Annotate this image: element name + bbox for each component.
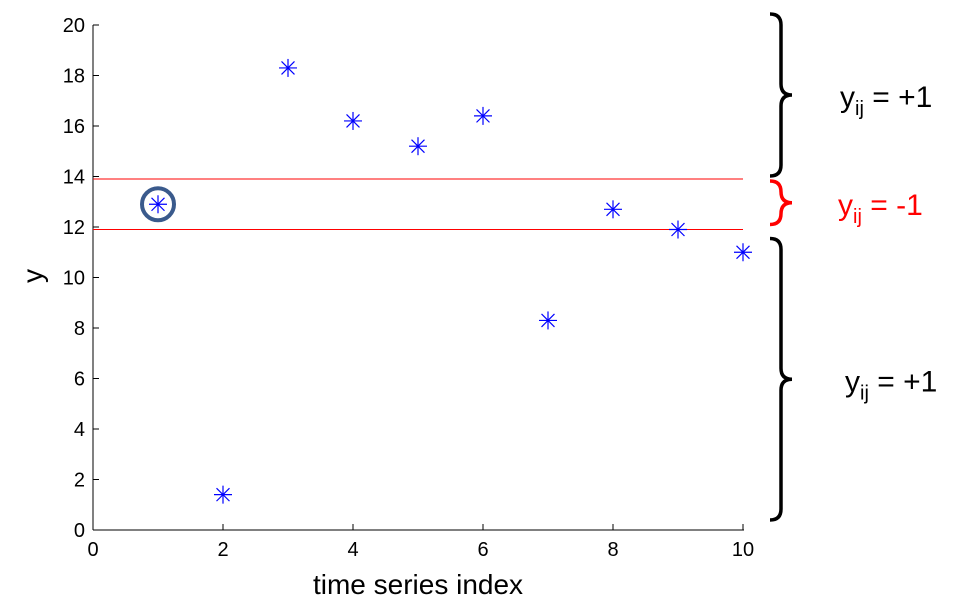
region-label: yij = +1 — [840, 81, 932, 120]
curly-brace — [769, 236, 793, 522]
x-tick-label: 6 — [477, 539, 488, 561]
asterisk-stroke — [216, 487, 230, 502]
x-axis-label: time series index — [313, 569, 523, 600]
y-tick-label: 4 — [74, 419, 85, 441]
data-point — [734, 243, 752, 262]
asterisk-stroke — [281, 61, 295, 75]
data-point — [409, 137, 427, 156]
y-tick-label: 20 — [63, 15, 85, 37]
y-axis-label: y — [17, 269, 48, 283]
data-point — [214, 485, 232, 504]
asterisk-stroke — [541, 313, 555, 328]
x-tick-label: 2 — [217, 539, 228, 561]
data-point — [669, 220, 687, 239]
tick-labels: 0 2 4 6 8 10 0 2 4 6 8 10 12 14 16 18 20 — [63, 15, 754, 561]
data-points — [140, 58, 752, 504]
y-tick-label: 0 — [74, 520, 85, 542]
plot-axes — [92, 24, 744, 531]
data-point — [344, 111, 362, 130]
asterisk-stroke — [411, 139, 425, 154]
y-tick-label: 18 — [63, 66, 85, 88]
x-tick-label: 4 — [347, 539, 358, 561]
x-tick-label: 10 — [732, 539, 754, 561]
y-tick-label: 10 — [63, 268, 85, 290]
asterisk-stroke — [476, 108, 490, 123]
region-label: yij = -1 — [838, 189, 923, 228]
asterisk-stroke — [346, 114, 360, 128]
y-tick-label: 16 — [63, 116, 85, 138]
region-label: yij = +1 — [845, 365, 937, 404]
region-braces: yij = +1 yij = -1 yij = +1 — [769, 12, 937, 522]
data-point — [149, 195, 167, 214]
data-point — [539, 311, 557, 330]
highlight-circle — [140, 186, 176, 223]
y-tick-label: 6 — [74, 369, 85, 391]
data-point — [474, 106, 492, 125]
y-tick-label: 2 — [74, 470, 85, 492]
x-tick-label: 0 — [87, 539, 98, 561]
asterisk-stroke — [151, 197, 165, 212]
y-tick-label: 8 — [74, 318, 85, 340]
y-tick-label: 12 — [63, 217, 85, 239]
data-point — [279, 58, 297, 77]
x-tick-label: 8 — [607, 539, 618, 561]
curly-brace — [769, 12, 793, 178]
threshold-lines — [93, 178, 743, 231]
asterisk-stroke — [736, 245, 750, 260]
data-point — [604, 200, 622, 219]
asterisk-stroke — [606, 202, 620, 217]
y-tick-label: 14 — [63, 167, 85, 189]
curly-brace — [769, 179, 793, 227]
asterisk-stroke — [671, 222, 685, 237]
